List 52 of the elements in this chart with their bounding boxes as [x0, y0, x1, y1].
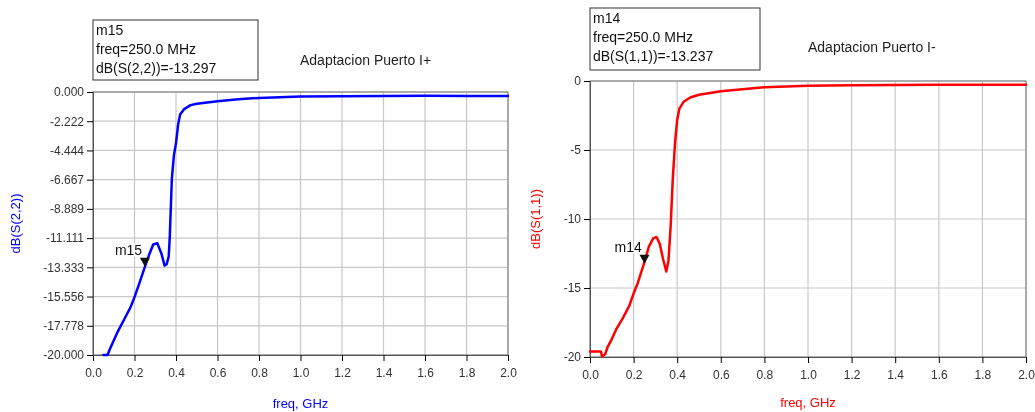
annotation: m14: [614, 238, 642, 255]
y-axis-title: dB(S(2,2)): [8, 193, 23, 254]
x-tick-label: 2.0: [500, 366, 518, 381]
chart-title: Adaptacion Puerto I-: [808, 39, 936, 55]
x-tick-label: 0.6: [712, 368, 730, 383]
y-tick-label: -13.333: [43, 260, 85, 275]
y-tick-label: -10: [563, 212, 582, 227]
text: freq=250.0 MHz: [593, 29, 693, 45]
y-tick-label: 0: [574, 74, 582, 89]
x-tick-label: 0.6: [209, 366, 227, 381]
text: m14: [593, 10, 621, 26]
annotation: m15: [114, 241, 143, 258]
text: dB(S(2,2))=-13.297: [96, 60, 217, 76]
x-tick-label: 0.4: [669, 368, 687, 383]
y-tick-label: -2.222: [49, 114, 85, 129]
x-tick-label: 0.2: [126, 366, 144, 381]
y-tick-label: -8.889: [49, 202, 85, 217]
x-tick-label: 1.8: [458, 366, 476, 381]
x-tick-label: 1.2: [334, 366, 352, 381]
y-tick-label: -17.778: [43, 319, 85, 334]
y-tick-label: -4.444: [49, 143, 85, 158]
line-series: [588, 83, 1028, 358]
y-tick-label: -20.000: [43, 348, 85, 363]
y-tick-label: -15.556: [43, 289, 85, 304]
y-tick-label: -6.667: [49, 173, 85, 188]
x-tick-label: 2.0: [1018, 368, 1035, 383]
x-tick-label: 1.6: [417, 366, 435, 381]
x-tick-label: 1.6: [930, 368, 948, 383]
x-tick-label: 1.0: [292, 366, 310, 381]
y-tick-label: 0.000: [53, 85, 85, 100]
x-tick-label: 0.2: [625, 368, 643, 383]
x-tick-label: 1.0: [800, 368, 818, 383]
x-tick-label: 0.4: [168, 366, 186, 381]
x-tick-label: 0.0: [85, 366, 103, 381]
y-tick-label: -20: [563, 350, 582, 365]
y-tick-label: -11.111: [45, 231, 85, 246]
x-tick-label: 1.4: [887, 368, 905, 383]
x-tick-label: 0.8: [756, 368, 774, 383]
y-tick-label: -15: [563, 281, 582, 296]
text: dB(S(1,1))=-13.237: [593, 48, 714, 64]
x-tick-label: 1.8: [974, 368, 992, 383]
y-tick-label: -5: [570, 143, 582, 158]
x-axis-title: freq, GHz: [272, 396, 329, 411]
text: m15: [96, 22, 124, 38]
x-tick-label: 1.2: [843, 368, 861, 383]
chart-title: Adaptacion Puerto I+: [300, 52, 432, 68]
x-tick-label: 0.0: [582, 368, 600, 383]
y-axis-title: dB(S(1,1)): [528, 189, 543, 249]
x-tick-label: 1.4: [375, 366, 393, 381]
x-tick-label: 0.8: [251, 366, 269, 381]
text: freq=250.0 MHz: [96, 41, 196, 57]
x-axis-title: freq, GHz: [780, 395, 836, 410]
